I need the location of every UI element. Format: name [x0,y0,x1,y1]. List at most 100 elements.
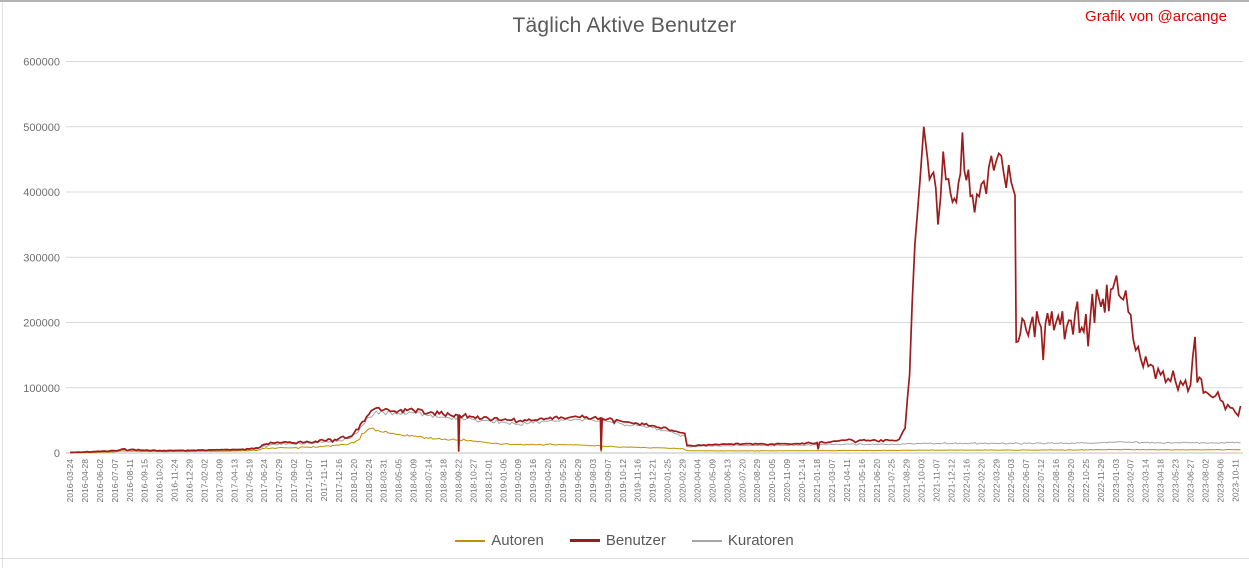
svg-text:2016-11-24: 2016-11-24 [170,459,180,502]
svg-text:2017-03-09: 2017-03-09 [214,459,224,503]
svg-text:2016-09-15: 2016-09-15 [140,459,150,503]
svg-text:2016-04-28: 2016-04-28 [80,459,90,503]
svg-text:2020-01-25: 2020-01-25 [663,459,673,503]
legend-label-autoren: Autoren [491,532,544,549]
svg-text:500000: 500000 [23,122,60,134]
legend-label-benutzer: Benutzer [605,532,666,549]
svg-text:400000: 400000 [23,187,60,199]
svg-text:2019-06-29: 2019-06-29 [573,459,583,503]
svg-text:2016-12-29: 2016-12-29 [185,459,195,503]
svg-text:2018-10-27: 2018-10-27 [468,459,478,503]
svg-text:200000: 200000 [23,318,60,330]
svg-text:2016-08-11: 2016-08-11 [125,459,135,502]
svg-text:2019-09-07: 2019-09-07 [603,459,613,503]
svg-text:2018-06-09: 2018-06-09 [409,459,419,503]
svg-text:2017-12-16: 2017-12-16 [334,459,344,503]
svg-text:2020-08-29: 2020-08-29 [752,459,762,503]
credit-text: Grafik von @arcange [1085,8,1227,25]
svg-text:2023-01-03: 2023-01-03 [1111,459,1121,503]
legend-swatch-autoren [455,539,486,542]
svg-text:2019-05-25: 2019-05-25 [558,459,568,503]
legend-label-kuratoren: Kuratoren [727,532,794,549]
svg-text:2017-10-07: 2017-10-07 [304,459,314,503]
svg-text:2017-02-02: 2017-02-02 [200,459,210,503]
svg-text:2016-06-02: 2016-06-02 [95,459,105,503]
svg-text:2023-09-06: 2023-09-06 [1215,459,1225,503]
svg-text:2023-08-02: 2023-08-02 [1200,459,1210,503]
window-top-edge [0,0,1249,2]
svg-text:2021-07-25: 2021-07-25 [887,459,897,503]
svg-text:2018-03-31: 2018-03-31 [379,459,389,503]
bottom-edge-line [0,558,1249,559]
svg-text:2016-03-24: 2016-03-24 [65,459,75,503]
svg-text:2021-06-20: 2021-06-20 [872,459,882,503]
svg-text:2020-10-05: 2020-10-05 [767,459,777,503]
svg-text:2020-04-04: 2020-04-04 [693,459,703,503]
svg-text:2016-07-07: 2016-07-07 [110,459,120,503]
svg-text:2021-05-16: 2021-05-16 [857,459,867,503]
svg-text:2020-12-14: 2020-12-14 [797,459,807,503]
svg-text:2023-06-27: 2023-06-27 [1186,459,1196,503]
svg-text:2018-01-20: 2018-01-20 [349,459,359,503]
svg-text:2018-07-14: 2018-07-14 [424,459,434,503]
legend: Autoren Benutzer Kuratoren [0,532,1249,549]
legend-swatch-benutzer [569,539,600,542]
legend-item-autoren: Autoren [455,532,544,549]
svg-text:2021-08-29: 2021-08-29 [902,459,912,503]
svg-text:2023-02-07: 2023-02-07 [1126,459,1136,503]
svg-text:2017-11-11: 2017-11-11 [319,459,329,501]
svg-text:2022-01-16: 2022-01-16 [961,459,971,503]
svg-text:2021-03-07: 2021-03-07 [827,459,837,503]
svg-text:2022-06-07: 2022-06-07 [1021,459,1031,503]
svg-text:2017-09-02: 2017-09-02 [289,459,299,503]
svg-text:2022-05-03: 2022-05-03 [1006,459,1016,503]
svg-text:2023-10-11: 2023-10-11 [1230,459,1240,502]
svg-text:0: 0 [54,448,60,460]
svg-text:2019-12-21: 2019-12-21 [648,459,658,503]
svg-text:2022-02-20: 2022-02-20 [976,459,986,503]
svg-text:2019-02-09: 2019-02-09 [513,459,523,503]
svg-text:600000: 600000 [23,57,60,69]
svg-text:2020-05-09: 2020-05-09 [707,459,717,503]
svg-text:2019-08-03: 2019-08-03 [588,459,598,503]
svg-text:2020-06-13: 2020-06-13 [722,459,732,503]
svg-text:2020-07-20: 2020-07-20 [737,459,747,503]
svg-text:2023-05-23: 2023-05-23 [1171,459,1181,503]
svg-text:2018-08-18: 2018-08-18 [439,459,449,503]
svg-text:2020-02-29: 2020-02-29 [678,459,688,503]
svg-text:2017-07-29: 2017-07-29 [274,459,284,503]
legend-swatch-kuratoren [691,539,722,542]
chart-canvas: 0 100000 200000 300000 400000 500000 600000 201… [23,57,1243,503]
svg-text:2017-04-13: 2017-04-13 [229,459,239,503]
svg-text:100000: 100000 [23,383,60,395]
svg-text:2018-12-01: 2018-12-01 [483,459,493,503]
svg-text:2019-03-16: 2019-03-16 [528,459,538,503]
svg-text:2018-05-05: 2018-05-05 [394,459,404,503]
svg-text:2021-01-18: 2021-01-18 [812,459,822,503]
svg-text:2020-11-09: 2020-11-09 [782,459,792,502]
svg-text:300000: 300000 [23,252,60,264]
legend-item-benutzer: Benutzer [569,532,666,549]
svg-text:2021-04-11: 2021-04-11 [842,459,852,502]
svg-text:2022-11-29: 2022-11-29 [1096,459,1106,502]
svg-text:2019-01-05: 2019-01-05 [498,459,508,503]
svg-text:2016-10-20: 2016-10-20 [155,459,165,503]
svg-text:2023-03-14: 2023-03-14 [1141,459,1151,503]
svg-text:2022-03-29: 2022-03-29 [991,459,1001,503]
svg-text:2022-08-16: 2022-08-16 [1051,459,1061,503]
svg-text:2019-11-16: 2019-11-16 [633,459,643,502]
svg-text:2019-04-20: 2019-04-20 [543,459,553,503]
chart-title: Täglich Aktive Benutzer [512,14,737,37]
svg-text:2018-02-24: 2018-02-24 [364,459,374,503]
svg-text:2022-09-20: 2022-09-20 [1066,459,1076,503]
svg-text:2018-09-22: 2018-09-22 [453,459,463,503]
svg-text:2019-10-12: 2019-10-12 [618,459,628,503]
svg-text:2022-10-25: 2022-10-25 [1081,459,1091,503]
svg-text:2023-04-18: 2023-04-18 [1156,459,1166,503]
svg-text:2017-06-24: 2017-06-24 [259,459,269,503]
window-left-edge [2,2,3,568]
legend-item-kuratoren: Kuratoren [691,532,794,549]
svg-text:2021-11-07: 2021-11-07 [932,459,942,502]
svg-text:2022-07-12: 2022-07-12 [1036,459,1046,503]
